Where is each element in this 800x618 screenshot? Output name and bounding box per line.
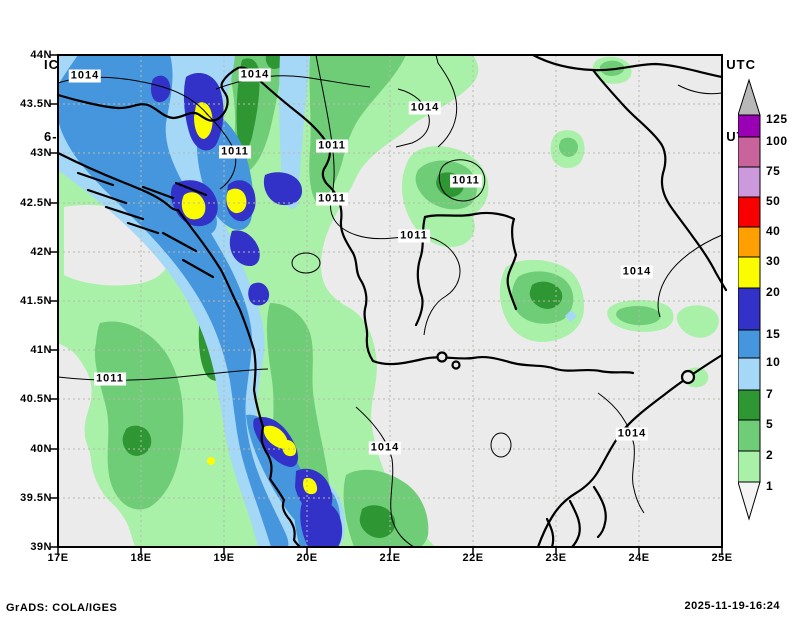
peninsula xyxy=(568,499,581,549)
coastline-aegean xyxy=(536,353,724,549)
lon-label-22E: 22E xyxy=(462,552,484,564)
colorbar-level-label: 1 xyxy=(766,479,773,493)
colorbar-box xyxy=(737,287,761,331)
island xyxy=(161,231,198,253)
island xyxy=(181,258,215,279)
lat-label-39.5N: 39.5N xyxy=(20,491,52,504)
lon-label-20E: 20E xyxy=(296,552,318,564)
colorbar-box xyxy=(737,329,761,359)
colorbar-box xyxy=(737,389,761,421)
lat-label-43N: 43N xyxy=(30,147,52,160)
colorbar-level-label: 50 xyxy=(766,194,780,208)
isobar-label-1011: 1011 xyxy=(316,192,348,206)
colorbar-level-label: 75 xyxy=(766,164,780,178)
colorbar-level-label: 7 xyxy=(766,387,773,401)
isobar-label-1014: 1014 xyxy=(620,265,654,279)
lon-label-21E: 21E xyxy=(379,552,401,564)
lon-label-23E: 23E xyxy=(545,552,567,564)
colorbar-level-label: 10 xyxy=(766,355,780,369)
lon-label-18E: 18E xyxy=(130,552,152,564)
lat-label-44N: 44N xyxy=(30,49,52,61)
creation-timestamp: 2025-11-19-16:24 xyxy=(684,600,780,612)
isobar-label-1014: 1014 xyxy=(68,69,102,83)
colorbar-legend: 125 100 75 50 40 30 20 15 10 7 5 2 1 xyxy=(737,78,798,535)
border-west-chain xyxy=(56,66,375,363)
isobar-label-1014: 1014 xyxy=(615,427,649,441)
colorbar-level-label: 40 xyxy=(766,224,780,238)
island xyxy=(76,171,115,187)
colorbar-level-label: 5 xyxy=(766,417,773,431)
colorbar-below-min-arrow xyxy=(737,481,761,521)
isobar-label-1011: 1011 xyxy=(398,229,430,243)
island xyxy=(680,369,696,385)
colorbar-box xyxy=(737,256,761,289)
isobar-label-1011: 1011 xyxy=(316,139,348,153)
lon-label-25E: 25E xyxy=(711,552,733,564)
map-frame: 1014 1014 1011 1011 1011 1014 1011 1011 1014 1011… xyxy=(50,53,728,555)
border-macedonia xyxy=(423,211,518,311)
lat-label-40N: 40N xyxy=(30,442,52,455)
lat-label-42.5N: 42.5N xyxy=(20,196,52,209)
isobar-label-1011: 1011 xyxy=(450,174,482,188)
island xyxy=(104,205,145,221)
lat-label-42N: 42N xyxy=(30,245,52,258)
grads-credit: GrADS: COLA/IGES xyxy=(6,602,118,614)
border-greece-north xyxy=(371,355,635,375)
isobar-label-1011: 1011 xyxy=(94,372,126,386)
border-north xyxy=(531,53,724,79)
lat-label-41.5N: 41.5N xyxy=(20,295,52,307)
colorbar-box xyxy=(737,450,761,483)
colorbar-level-label: 2 xyxy=(766,448,773,462)
lat-label-43.5N: 43.5N xyxy=(20,98,52,111)
map-svg xyxy=(50,53,728,555)
isobar-label-1011: 1011 xyxy=(219,145,251,159)
island xyxy=(126,221,160,235)
border-east xyxy=(591,68,728,292)
lon-label-19E: 19E xyxy=(213,552,235,564)
peninsula xyxy=(592,485,607,539)
colorbar-box xyxy=(737,419,761,452)
isobar-lines xyxy=(57,54,723,548)
colorbar-box xyxy=(737,166,761,198)
map-frame-border xyxy=(50,54,723,555)
colorbar-level-label: 20 xyxy=(766,285,780,299)
colorbar-level-label: 125 xyxy=(766,112,788,126)
colorbar-box xyxy=(737,196,761,228)
isobar-label-1014: 1014 xyxy=(238,68,272,82)
lat-label-41N: 41N xyxy=(30,344,52,357)
graticule xyxy=(58,55,722,547)
isobar-label-1014: 1014 xyxy=(368,441,402,455)
coastline-adriatic xyxy=(56,151,302,549)
lake xyxy=(451,360,461,370)
coastline-border-lines xyxy=(56,53,728,549)
peninsula xyxy=(545,517,555,549)
colorbar-above-max-arrow xyxy=(737,78,761,116)
lon-label-24E: 24E xyxy=(628,552,650,564)
axis-ticks xyxy=(50,54,723,555)
colorbar-box xyxy=(737,357,761,391)
lat-label-40.5N: 40.5N xyxy=(20,393,52,406)
precip-layer-yellow xyxy=(181,102,318,495)
isobar-label-1014: 1014 xyxy=(408,101,442,115)
colorbar-level-label: 15 xyxy=(766,327,780,341)
colorbar-level-label: 30 xyxy=(766,254,780,268)
colorbar-box xyxy=(737,136,761,168)
lake xyxy=(436,351,448,363)
colorbar-level-label: 100 xyxy=(766,134,788,148)
island xyxy=(141,185,175,200)
colorbar-box xyxy=(737,226,761,258)
island xyxy=(86,188,128,205)
lon-label-17E: 17E xyxy=(47,552,69,564)
colorbar-box xyxy=(737,114,761,138)
lat-label-39N: 39N xyxy=(30,541,52,553)
island xyxy=(174,181,208,197)
